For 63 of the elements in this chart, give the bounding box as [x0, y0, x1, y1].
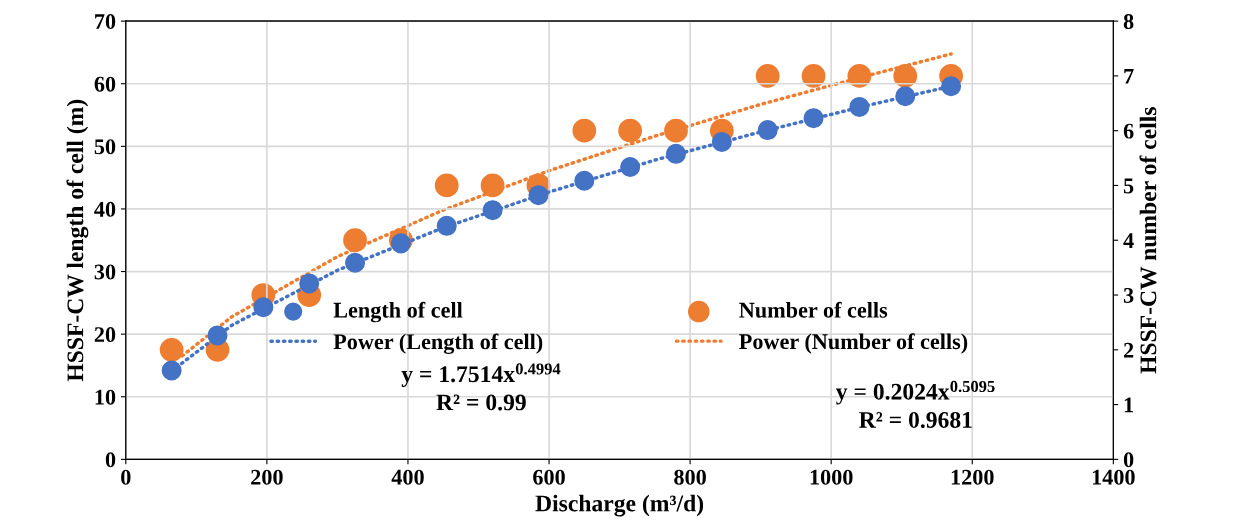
x-tick-label: 0: [121, 469, 131, 485]
y2-tick-label: 2: [1123, 342, 1134, 358]
y2-tick-label: 1: [1124, 397, 1134, 413]
y-tick-label: 10: [95, 389, 116, 405]
legend-label: Number of cells: [739, 301, 888, 318]
legend-label: Length of cell: [333, 301, 463, 323]
legend-label: Power (Length of cell): [333, 333, 543, 354]
y2-tick-label: 8: [1123, 14, 1134, 30]
point: [159, 337, 184, 362]
point: [345, 252, 366, 273]
point: [757, 120, 778, 141]
x-tick-label: 200: [251, 469, 283, 485]
point: [528, 185, 549, 206]
x-tick-label: 800: [674, 469, 706, 485]
point: [574, 170, 595, 191]
x-tick-label: 1400: [1092, 469, 1135, 485]
text: y = 0.2024x$^{0.5095}$ R² = 0.9681: [836, 380, 995, 428]
y-tick-label: 30: [94, 264, 116, 280]
point: [941, 76, 962, 97]
x-tick-label: 1000: [810, 469, 853, 485]
point: [482, 200, 503, 221]
y2-tick-label: 0: [1123, 452, 1134, 468]
y-tick-label: 70: [95, 14, 116, 30]
y-tick-label: 60: [94, 76, 116, 92]
point: [755, 64, 780, 88]
point: [711, 131, 732, 152]
point: [664, 118, 688, 143]
point: [207, 325, 228, 346]
point: [618, 118, 643, 143]
point: [343, 228, 367, 253]
point: [161, 360, 182, 381]
x-tick-label: 400: [391, 469, 424, 485]
y2-tick-label: 4: [1123, 233, 1134, 248]
point: [801, 64, 826, 88]
point: [895, 86, 916, 107]
text: y = 1.7514x$^{0.4994}$ R² = 0.99: [401, 363, 561, 411]
point: [849, 96, 870, 117]
point: [620, 156, 641, 178]
x-tick-label: 1200: [951, 469, 994, 485]
y-tick-label: 0: [105, 452, 116, 468]
point: [253, 297, 274, 318]
point: [847, 64, 872, 88]
point: [434, 173, 459, 198]
y2-tick-label: 5: [1123, 178, 1134, 194]
y-tick-label: 20: [94, 327, 116, 343]
point: [665, 143, 687, 164]
point: [893, 64, 918, 88]
y2-axis-title: HSSF-CW number of cells: [1139, 107, 1157, 374]
y-tick-label: 40: [94, 201, 116, 217]
point: [803, 108, 824, 129]
y2-tick-label: 3: [1123, 288, 1134, 303]
y-tick-label: 50: [94, 139, 116, 155]
legend-label: Power (Number of cells): [739, 333, 968, 354]
x-tick-label: 600: [533, 469, 565, 485]
point: [436, 215, 457, 236]
x-axis-title: Discharge (m³/d): [535, 494, 704, 517]
y2-tick-label: 7: [1124, 69, 1134, 84]
point: [390, 233, 411, 254]
point: [572, 118, 597, 143]
y2-tick-label: 6: [1123, 123, 1134, 139]
point: [299, 273, 320, 294]
point: [480, 173, 505, 198]
y-axis-title: HSSF-CW length of cell (m): [66, 99, 89, 382]
